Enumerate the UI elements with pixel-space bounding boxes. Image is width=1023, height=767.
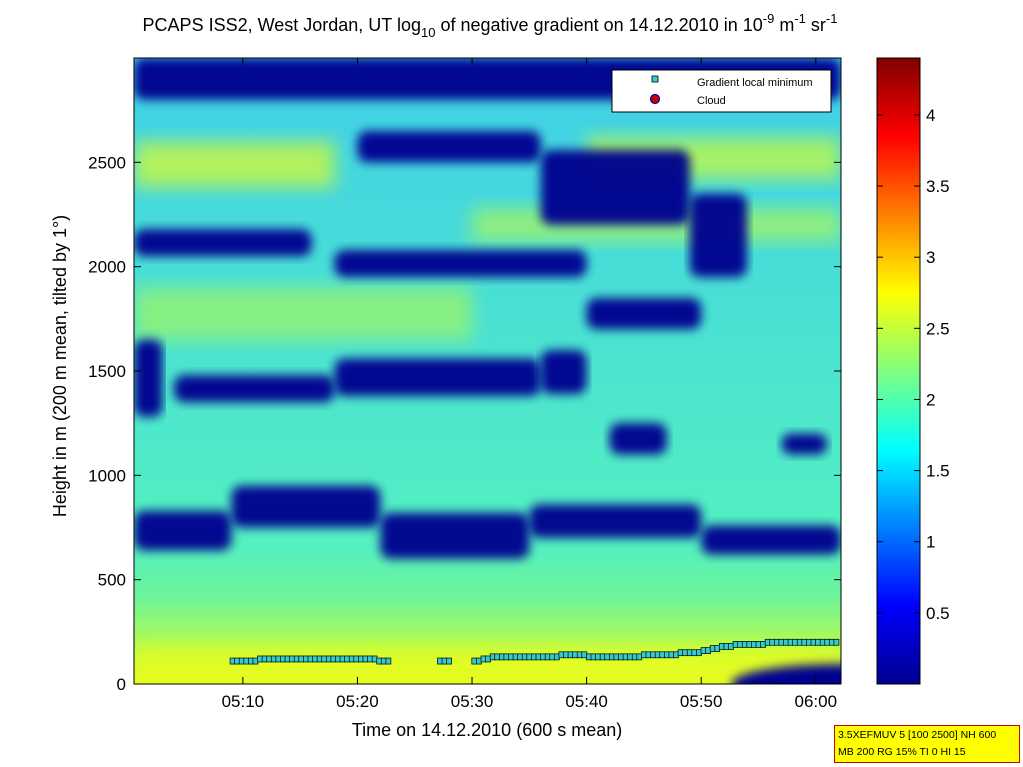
colorbar-tick-label: 4 (926, 106, 935, 125)
low-value-layers (134, 58, 841, 684)
x-tick-label: 05:50 (680, 692, 723, 711)
info-box: 3.5XEFMUV 5 [100 2500] NH 600 MB 200 RG … (834, 725, 1020, 763)
colorbar-tick-label: 2.5 (926, 319, 950, 338)
y-tick-label: 0 (117, 675, 126, 694)
low-value-layer (334, 358, 541, 397)
colorbar-tick-label: 1 (926, 533, 935, 552)
low-value-layer (174, 375, 335, 403)
low-value-layer (231, 485, 381, 528)
low-value-layer (781, 433, 828, 455)
low-value-layer (689, 193, 748, 278)
legend-marker-cloud (649, 93, 661, 105)
low-value-layer (540, 149, 690, 225)
colorbar-tick-label: 0.5 (926, 604, 950, 623)
low-value-layer (540, 350, 587, 394)
info-line-1: 3.5XEFMUV 5 [100 2500] NH 600 (838, 729, 997, 741)
x-axis: 05:10 05:20 05:30 05:40 05:50 06:00 (222, 58, 837, 711)
high-value-band (134, 141, 335, 188)
low-value-layer (134, 510, 232, 551)
gradient-minimum-marker (385, 657, 392, 665)
info-line-2: MB 200 RG 15% TI 0 HI 15 (838, 746, 966, 758)
y-axis: 0 500 1000 1500 2000 2500 (88, 153, 841, 694)
high-value-band (134, 646, 841, 684)
low-value-layer (134, 229, 312, 257)
colorbar-tick-label: 2 (926, 390, 935, 409)
low-value-layer (701, 525, 841, 555)
legend-label-gradient-minimum: Gradient local minimum (697, 77, 813, 89)
x-tick-label: 06:00 (795, 692, 838, 711)
gradient-minimum-marker (833, 638, 840, 646)
colorbar-tick-label: 3.5 (926, 177, 950, 196)
y-tick-label: 500 (98, 571, 126, 590)
low-value-layer (380, 512, 530, 559)
x-tick-label: 05:10 (222, 692, 265, 711)
x-tick-label: 05:20 (336, 692, 379, 711)
legend: Gradient local minimum Cloud (611, 69, 832, 113)
x-axis-label: Time on 14.12.2010 (600 s mean) (352, 720, 623, 740)
x-tick-label: 05:40 (565, 692, 608, 711)
gradient-local-minimum-markers (229, 638, 840, 665)
low-value-layer (586, 297, 702, 330)
y-tick-label: 2500 (88, 153, 126, 172)
plot-area (134, 58, 841, 684)
gradient-minimum-marker (446, 657, 452, 665)
y-axis-label: Height in m (200 m mean, tilted by 1°) (50, 215, 70, 517)
colorbar-ticks: 0.5 1 1.5 2 2.5 3 3.5 4 (877, 106, 950, 623)
colorbar-tick-label: 1.5 (926, 462, 950, 481)
low-value-layer (731, 664, 841, 684)
colorbar: 0.5 1 1.5 2 2.5 3 3.5 4 (876, 57, 950, 685)
x-tick-label: 05:30 (451, 692, 494, 711)
low-value-layer (134, 339, 163, 417)
legend-label-cloud: Cloud (697, 95, 726, 107)
low-value-layer (334, 249, 587, 278)
legend-marker-gradient-minimum (651, 75, 659, 83)
y-tick-label: 1500 (88, 362, 126, 381)
low-value-layer (609, 423, 667, 455)
colorbar-gradient (876, 57, 921, 685)
legend-box (611, 69, 832, 113)
y-tick-label: 2000 (88, 258, 126, 277)
y-tick-label: 1000 (88, 466, 126, 485)
colorbar-tick-label: 3 (926, 248, 935, 267)
low-value-layer (357, 131, 541, 163)
low-value-layer (529, 504, 702, 538)
high-value-band (134, 287, 473, 340)
chart-title: PCAPS ISS2, West Jordan, UT log10 of neg… (143, 11, 838, 40)
